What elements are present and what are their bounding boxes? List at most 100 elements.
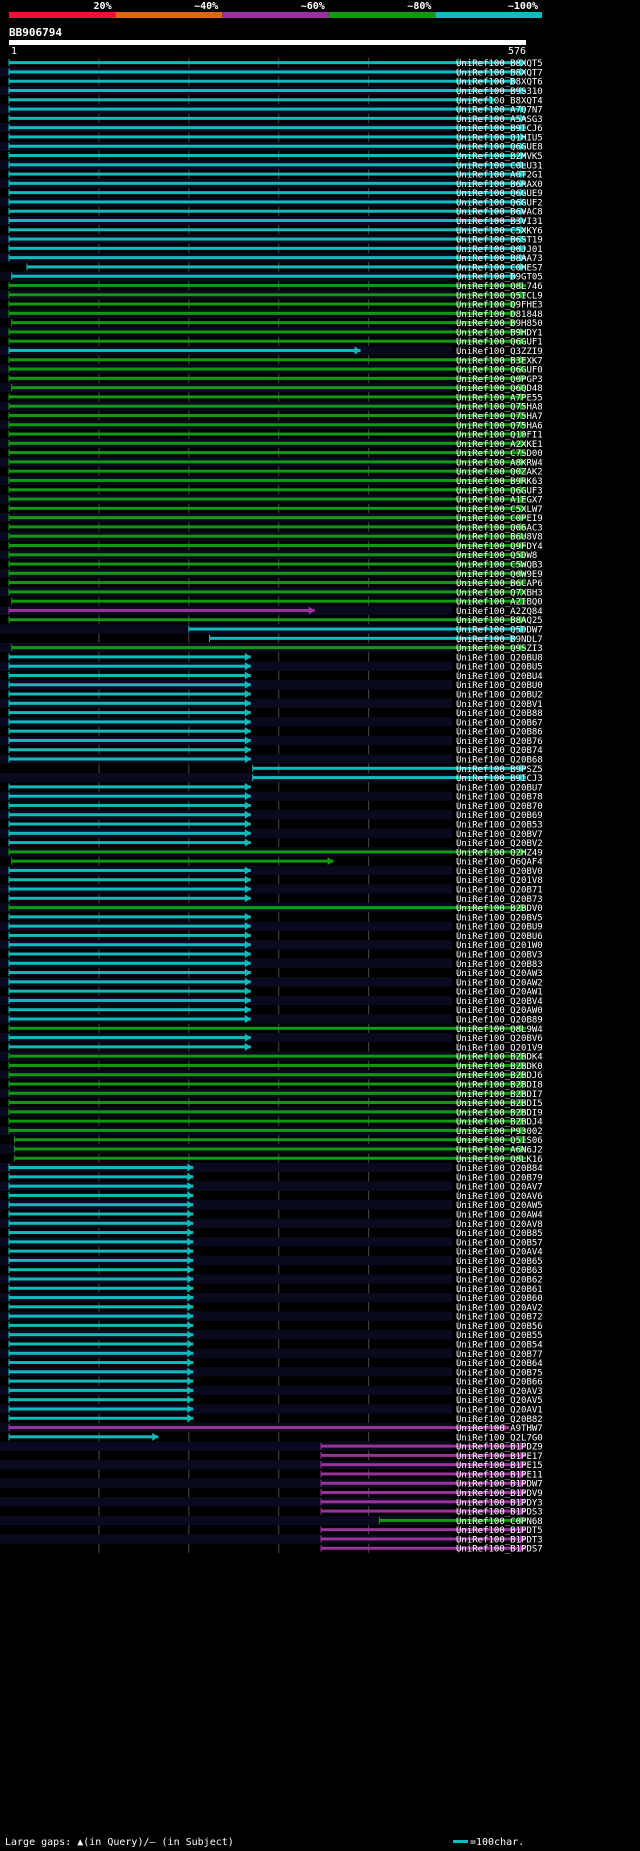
hit-label[interactable]: UniRef100_A7PE55 (456, 393, 543, 403)
hit-row[interactable]: UniRef100_Q20BU4 (8, 671, 543, 682)
hit-row[interactable]: UniRef100_B8AA73 (0, 252, 543, 264)
hit-row[interactable]: UniRef100_Q20B62 (0, 1274, 543, 1285)
hit-label[interactable]: UniRef100_Q75HA7 (456, 412, 543, 422)
hit-row[interactable]: UniRef100_Q5ICL9 (0, 290, 543, 301)
hit-label[interactable]: UniRef100_Q0W9E9 (456, 570, 543, 580)
hit-row[interactable]: UniRef100_B6CAP6 (8, 578, 543, 590)
hit-row[interactable]: UniRef100_Q20AW3 (8, 968, 543, 980)
hit-label[interactable]: UniRef100_A1EGX7 (456, 496, 543, 506)
hit-row[interactable]: UniRef100_Q20B54 (8, 1339, 543, 1351)
hit-row[interactable]: UniRef100_B1PDV9 (320, 1488, 543, 1500)
hit-label[interactable]: UniRef100_A0T2G1 (456, 171, 543, 181)
hit-label[interactable]: UniRef100_Q20BV2 (456, 839, 543, 849)
hit-label[interactable]: UniRef100_Q6GUF2 (456, 198, 543, 208)
hit-label[interactable]: UniRef100_Q201W0 (456, 941, 543, 951)
hit-label[interactable]: UniRef100_Q2HZ49 (456, 848, 543, 858)
hit-label[interactable]: UniRef100_O81848 (456, 310, 543, 320)
hit-label[interactable]: UniRef100_Q20B83 (456, 960, 543, 970)
hit-label[interactable]: UniRef100_B2BDK0 (456, 1062, 543, 1072)
hit-row[interactable]: UniRef100_C5XLW7 (8, 504, 543, 515)
hit-row[interactable]: UniRef100_Q6GUF2 (0, 197, 543, 208)
hit-row[interactable]: UniRef100_C0PN68 (0, 1515, 543, 1527)
hit-label[interactable]: UniRef100_Q20AW0 (456, 1006, 543, 1016)
hit-row[interactable]: UniRef100_Q06AC3 (8, 522, 543, 534)
hit-label[interactable]: UniRef100_Q20B67 (456, 718, 543, 728)
hit-row[interactable]: UniRef100_Q20BU2 (8, 690, 543, 701)
hit-row[interactable]: UniRef100_Q20B69 (0, 810, 543, 821)
hit-row[interactable]: UniRef100_Q20B64 (8, 1358, 543, 1370)
hit-row[interactable]: UniRef100_B8XQT4 (8, 95, 543, 107)
hit-row[interactable]: UniRef100_Q75HA8 (0, 401, 543, 413)
hit-label[interactable]: UniRef100_B9S310 (456, 87, 543, 97)
hit-row[interactable]: UniRef100_Q20B57 (0, 1237, 543, 1248)
hit-label[interactable]: UniRef100_Q20B78 (456, 793, 543, 803)
hit-row[interactable]: UniRef100_Q20BU0 (0, 680, 543, 691)
hit-row[interactable]: UniRef100_A7PE55 (8, 392, 543, 404)
hit-label[interactable]: UniRef100_B1PE11 (456, 1470, 543, 1480)
hit-row[interactable]: UniRef100_Q20B63 (8, 1265, 543, 1277)
hit-label[interactable]: UniRef100_B3VI31 (456, 217, 543, 227)
hit-label[interactable]: UniRef100_Q20AV7 (456, 1183, 543, 1193)
hit-row[interactable]: UniRef100_B8XQT7 (0, 67, 543, 78)
hit-label[interactable]: UniRef100_Q20B72 (456, 1313, 543, 1323)
hit-label[interactable]: UniRef100_Q7XBH3 (456, 588, 543, 598)
hit-row[interactable]: UniRef100_Q20B86 (8, 727, 543, 738)
hit-row[interactable]: UniRef100_A2IBQ0 (11, 597, 543, 608)
hit-row[interactable]: UniRef100_Q20B56 (8, 1321, 543, 1332)
hit-label[interactable]: UniRef100_Q20B61 (456, 1285, 543, 1295)
hit-label[interactable]: UniRef100_C0PN68 (456, 1517, 543, 1527)
hit-row[interactable]: UniRef100_Q20BV1 (0, 698, 543, 710)
hit-label[interactable]: UniRef100_B2BDJ4 (456, 1118, 543, 1128)
hit-row[interactable]: UniRef100_Q20BV0 (0, 865, 543, 877)
hit-label[interactable]: UniRef100_A6N6J2 (456, 1145, 543, 1155)
hit-row[interactable]: UniRef100_A2ZQ84 (0, 605, 543, 617)
hit-label[interactable]: UniRef100_Q20B89 (456, 1015, 543, 1025)
hit-row[interactable]: UniRef100_Q20B84 (0, 1162, 543, 1174)
hit-label[interactable]: UniRef100_Q20AW4 (456, 1210, 543, 1220)
hit-row[interactable]: UniRef100_B9ICJ3 (0, 772, 543, 784)
hit-row[interactable]: UniRef100_Q20AW5 (0, 1200, 543, 1211)
hit-row[interactable]: UniRef100_Q20BU9 (0, 921, 543, 933)
hit-label[interactable]: UniRef100_Q20BV0 (456, 867, 543, 877)
hit-row[interactable]: UniRef100_Q201V9 (8, 1042, 543, 1054)
hit-row[interactable]: UniRef100_B2BDK0 (8, 1061, 543, 1072)
hit-row[interactable]: UniRef100_Q20BU8 (8, 652, 543, 664)
hit-row[interactable]: UniRef100_A0T2G1 (8, 170, 543, 181)
hit-row[interactable]: UniRef100_Q20B78 (0, 791, 543, 803)
hit-label[interactable]: UniRef100_B1PDS7 (456, 1545, 543, 1555)
hit-row[interactable]: UniRef100_B8XQT5 (8, 58, 543, 70)
hit-label[interactable]: UniRef100_Q20AW1 (456, 988, 543, 998)
hit-row[interactable]: UniRef100_Q201V8 (8, 875, 543, 887)
hit-row[interactable]: UniRef100_Q20BU5 (0, 661, 543, 673)
hit-row[interactable]: UniRef100_Q20B53 (8, 820, 543, 831)
hit-label[interactable]: UniRef100_Q10FI1 (456, 431, 543, 441)
hit-label[interactable]: UniRef100_Q20AW2 (456, 978, 543, 988)
hit-row[interactable]: UniRef100_A5ASG3 (8, 114, 543, 125)
hit-label[interactable]: UniRef100_Q0JJ01 (456, 245, 543, 255)
hit-label[interactable]: UniRef100_Q20AV6 (456, 1192, 543, 1202)
hit-label[interactable]: UniRef100_Q20BV5 (456, 913, 543, 923)
hit-row[interactable]: UniRef100_B2BDV0 (0, 902, 543, 914)
hit-row[interactable]: UniRef100_Q75HA7 (8, 411, 543, 422)
hit-label[interactable]: UniRef100_Q20B88 (456, 709, 543, 719)
hit-label[interactable]: UniRef100_A8KRW4 (456, 458, 543, 468)
hit-label[interactable]: UniRef100_C0PEI9 (456, 514, 543, 524)
hit-row[interactable]: UniRef100_Q6GUE8 (0, 141, 543, 153)
hit-row[interactable]: UniRef100_B9RK63 (0, 475, 543, 487)
hit-row[interactable]: UniRef100_B2BDK4 (0, 1051, 543, 1063)
hit-row[interactable]: UniRef100_A6N6J2 (0, 1144, 543, 1155)
hit-label[interactable]: UniRef100_Q20B71 (456, 886, 543, 896)
hit-row[interactable]: UniRef100_Q20B70 (8, 801, 543, 812)
hit-label[interactable]: UniRef100_C5WQB3 (456, 561, 543, 571)
hit-row[interactable]: UniRef100_C0LU31 (0, 160, 543, 171)
hit-label[interactable]: UniRef100_Q6GUE9 (456, 189, 543, 199)
hit-row[interactable]: UniRef100_Q20B68 (0, 754, 543, 766)
hit-label[interactable]: UniRef100_Q20BU6 (456, 932, 543, 942)
hit-label[interactable]: UniRef100_Q20BV7 (456, 830, 543, 840)
hit-row[interactable]: UniRef100_Q20AW1 (8, 987, 543, 998)
hit-row[interactable]: UniRef100_C5XKY6 (8, 225, 543, 237)
hit-label[interactable]: UniRef100_B1PDV9 (456, 1489, 543, 1499)
hit-row[interactable]: UniRef100_Q20AV2 (8, 1302, 543, 1314)
hit-row[interactable]: UniRef100_Q2L7G0 (8, 1432, 543, 1444)
hit-row[interactable]: UniRef100_Q5DDW7 (0, 624, 543, 636)
